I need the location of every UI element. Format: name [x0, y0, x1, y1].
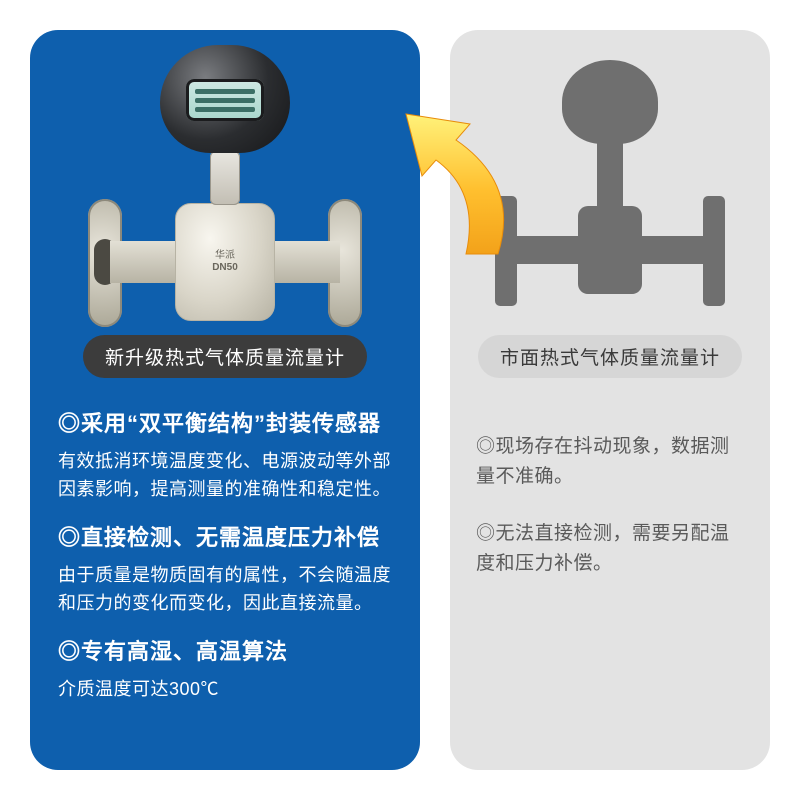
feature-desc: 有效抵消环境温度变化、电源波动等外部因素影响，提高测量的准确性和稳定性。 — [58, 448, 394, 504]
upgraded-features-list: ◎采用“双平衡结构”封装传感器 有效抵消环境温度变化、电源波动等外部因素影响，提… — [30, 370, 420, 703]
feature-title: ◎直接检测、无需温度压力补偿 — [58, 520, 394, 552]
feature-title: ◎采用“双平衡结构”封装传感器 — [58, 406, 394, 438]
upgraded-product-label-pill: 新升级热式气体质量流量计 — [83, 335, 367, 378]
feature-desc: 介质温度可达300℃ — [58, 676, 394, 704]
feature-title: ◎专有高湿、高温算法 — [58, 634, 394, 666]
drawback-item: ◎现场存在抖动现象，数据测量不准确。 — [476, 432, 748, 493]
product-model: DN50 — [212, 262, 238, 273]
flow-meter-photo-icon: 华派DN50 — [90, 45, 360, 355]
feature-desc: 由于质量是物质固有的属性，不会随温度和压力的变化而变化，因此直接流量。 — [58, 562, 394, 618]
upgraded-product-card: 华派DN50 新升级热式气体质量流量计 ◎采用“双平衡结构”封装传感器 有效抵消… — [30, 30, 420, 770]
product-brand: 华派 — [215, 250, 235, 261]
upgraded-product-image-area: 华派DN50 新升级热式气体质量流量计 — [30, 30, 420, 370]
flow-meter-silhouette-icon — [495, 60, 725, 340]
generic-product-image-area: 市面热式气体质量流量计 — [450, 30, 770, 370]
drawback-item: ◎无法直接检测，需要另配温度和压力补偿。 — [476, 519, 748, 580]
generic-product-label-pill: 市面热式气体质量流量计 — [478, 335, 742, 378]
generic-product-card: 市面热式气体质量流量计 ◎现场存在抖动现象，数据测量不准确。 ◎无法直接检测，需… — [450, 30, 770, 770]
generic-drawbacks-list: ◎现场存在抖动现象，数据测量不准确。 ◎无法直接检测，需要另配温度和压力补偿。 — [450, 370, 770, 580]
